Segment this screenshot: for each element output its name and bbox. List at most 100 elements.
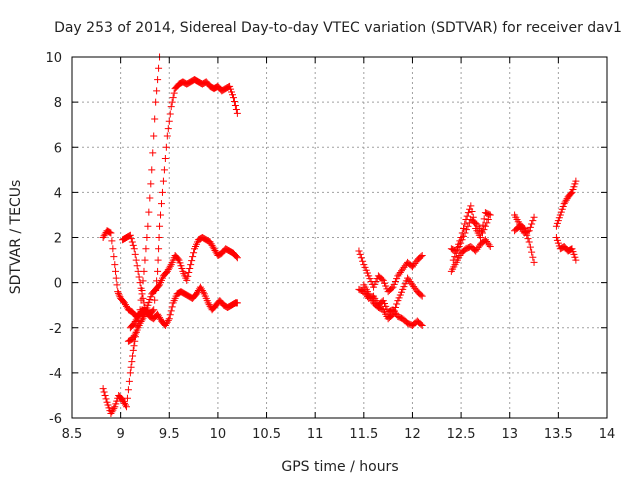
data-point	[125, 377, 133, 385]
data-point	[187, 261, 195, 269]
data-point	[471, 219, 479, 227]
data-point	[129, 352, 137, 360]
data-point	[356, 250, 364, 258]
data-point	[388, 311, 396, 319]
data-point	[134, 267, 142, 275]
data-point	[231, 102, 239, 110]
chart-title: Day 253 of 2014, Sidereal Day-to-day VTE…	[54, 20, 622, 36]
data-point	[529, 253, 537, 261]
data-point	[418, 321, 426, 329]
data-point	[357, 254, 365, 262]
data-point	[463, 212, 471, 220]
data-point	[129, 241, 137, 249]
data-point	[460, 224, 468, 232]
data-point	[130, 245, 138, 253]
data-point	[131, 250, 139, 258]
data-point	[138, 290, 146, 298]
data-point	[480, 226, 488, 234]
y-tick-label: 8	[54, 96, 62, 111]
data-point	[154, 256, 162, 264]
data-point	[107, 229, 115, 237]
data-point	[106, 228, 114, 236]
data-point	[183, 276, 191, 284]
data-point	[156, 222, 164, 230]
data-point	[168, 303, 176, 311]
data-point	[417, 253, 425, 261]
data-point	[157, 200, 165, 208]
y-tick-label: -2	[49, 322, 62, 337]
data-point	[146, 194, 154, 202]
data-point	[135, 273, 143, 281]
grid-lines	[72, 57, 607, 418]
data-point	[233, 254, 241, 262]
data-point	[140, 299, 148, 307]
data-point	[478, 229, 486, 237]
data-point	[126, 369, 134, 377]
data-point	[165, 117, 173, 125]
data-point	[454, 246, 462, 254]
data-point	[161, 155, 169, 163]
data-point	[233, 109, 241, 117]
data-point	[480, 215, 488, 223]
data-point	[526, 223, 534, 231]
data-point	[230, 98, 238, 106]
data-point	[158, 188, 166, 196]
series-arc-15	[552, 234, 580, 264]
data-point	[150, 132, 158, 140]
data-point	[152, 98, 160, 106]
data-point	[163, 132, 171, 140]
data-point	[449, 256, 457, 264]
series-arc-8	[360, 274, 426, 323]
y-tick-label: 2	[54, 232, 62, 247]
data-point	[359, 257, 367, 265]
data-point	[142, 245, 150, 253]
series-arc-4	[124, 234, 241, 345]
data-point	[114, 289, 122, 297]
data-point	[464, 222, 472, 230]
data-point	[154, 76, 162, 84]
series-arc-6	[355, 247, 426, 296]
data-point	[149, 149, 157, 157]
y-axis-label: SDTVAR / TECUs	[8, 180, 24, 295]
data-point	[132, 256, 140, 264]
data-point	[188, 257, 196, 265]
series-arc-3	[119, 76, 241, 318]
data-point	[167, 307, 175, 315]
data-point	[166, 110, 174, 118]
data-point	[139, 277, 147, 285]
data-point	[100, 388, 108, 396]
data-point	[160, 166, 168, 174]
data-point	[452, 249, 460, 257]
data-point	[112, 267, 120, 275]
data-point	[417, 291, 425, 299]
data-point	[114, 288, 122, 296]
series-arc-11	[449, 215, 492, 264]
data-point	[131, 330, 139, 338]
data-point	[130, 342, 138, 350]
data-point	[461, 229, 469, 237]
data-point	[137, 284, 145, 292]
data-point	[185, 268, 193, 276]
data-point	[184, 272, 192, 280]
data-point	[101, 391, 109, 399]
series-arc-14	[552, 177, 580, 230]
data-point	[530, 213, 538, 221]
data-point	[155, 245, 163, 253]
data-point	[141, 256, 149, 264]
data-point	[153, 277, 161, 285]
data-point	[186, 265, 194, 273]
data-point	[164, 125, 172, 133]
data-point	[486, 243, 494, 251]
data-point	[139, 314, 147, 322]
x-tick-label: 13	[501, 427, 518, 442]
data-point	[128, 238, 136, 246]
x-tick-label: 13.5	[544, 427, 573, 442]
data-point	[164, 316, 172, 324]
x-tick-label: 8.5	[62, 427, 83, 442]
data-point	[174, 255, 182, 263]
data-point	[168, 98, 176, 106]
series-arc-9	[447, 236, 494, 275]
data-point	[102, 395, 110, 403]
data-point	[462, 226, 470, 234]
data-point	[378, 275, 386, 283]
